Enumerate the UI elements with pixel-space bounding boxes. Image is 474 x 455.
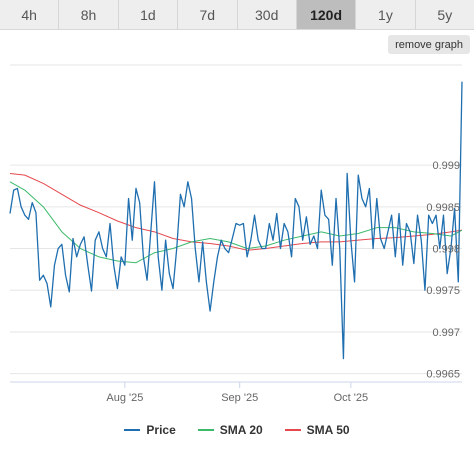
x-tick-label: Oct '25	[334, 392, 369, 404]
remove-graph-button[interactable]: remove graph	[388, 35, 470, 54]
legend-swatch-sma-50	[284, 429, 301, 431]
tab-8h[interactable]: 8h	[59, 0, 119, 29]
tab-1y[interactable]: 1y	[356, 0, 416, 29]
chart-legend: Price SMA 20 SMA 50	[0, 420, 474, 440]
y-tick-label: 0.9985	[426, 202, 460, 214]
legend-swatch-price	[124, 429, 141, 431]
legend-item-price[interactable]: Price	[124, 423, 176, 437]
y-tick-label: 0.999	[432, 160, 460, 172]
y-tick-label: 0.9975	[426, 285, 460, 297]
grid-lines	[10, 64, 462, 375]
tab-120d[interactable]: 120d	[296, 0, 357, 29]
legend-label-sma-50: SMA 50	[306, 423, 350, 437]
series-lines	[9, 81, 463, 360]
series-line-sma-50	[9, 172, 463, 251]
series-line-price	[9, 81, 463, 360]
tab-5y[interactable]: 5y	[437, 6, 453, 23]
legend-item-sma-20[interactable]: SMA 20	[197, 423, 263, 437]
legend-item-sma-50[interactable]: SMA 50	[284, 423, 350, 437]
tab-7d[interactable]: 7d	[178, 0, 238, 29]
y-tick-label: 0.998	[432, 244, 460, 256]
legend-label-price: Price	[146, 423, 176, 437]
tab-30d[interactable]: 30d	[238, 0, 297, 29]
y-tick-label: 0.9965	[426, 369, 460, 381]
legend-label-sma-20: SMA 20	[219, 423, 263, 437]
legend-swatch-sma-20	[197, 429, 214, 431]
x-tick-label: Aug '25	[106, 392, 143, 404]
x-tick-label: Sep '25	[221, 392, 258, 404]
tab-1d[interactable]: 1d	[119, 0, 179, 29]
y-tick-label: 0.997	[432, 327, 460, 339]
time-range-tabs: 4h 8h 1d 7d 30d 120d 1y 5y	[0, 0, 474, 30]
axes: 0.9965 0.997 0.9975 0.998 0.9985 0.999 Aug '25…	[10, 160, 462, 404]
tab-4h[interactable]: 4h	[0, 0, 60, 29]
